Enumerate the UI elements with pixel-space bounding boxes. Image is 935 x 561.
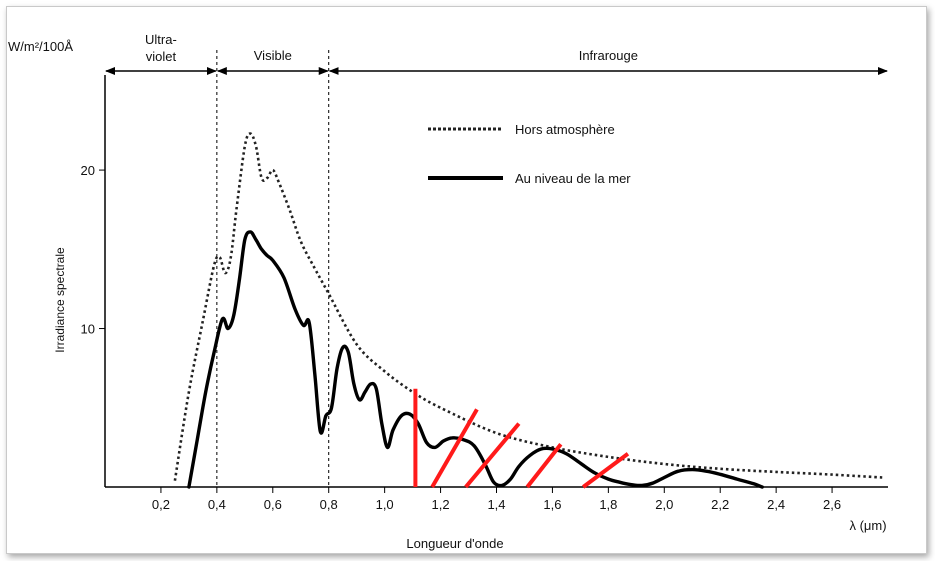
region-label-2-0: Infrarouge xyxy=(579,48,638,63)
x-tick-label-7: 1,6 xyxy=(543,497,561,512)
region-label-0-1: violet xyxy=(146,49,177,64)
x-tick-label-6: 1,4 xyxy=(487,497,505,512)
x-tick-label-3: 0,8 xyxy=(320,497,338,512)
red-stroke-3 xyxy=(525,442,563,489)
y-unit-label: W/m²/100Å xyxy=(8,39,73,54)
x-tick-label-9: 2,0 xyxy=(655,497,673,512)
x-tick-label-12: 2,6 xyxy=(823,497,841,512)
chart-frame xyxy=(6,6,927,554)
x-tick-label-8: 1,8 xyxy=(599,497,617,512)
legend-label-niveau-mer: Au niveau de la mer xyxy=(515,171,631,186)
x-tick-label-10: 2,2 xyxy=(711,497,729,512)
region-label-0-0: Ultra- xyxy=(145,32,177,47)
x-tick-label-4: 1,0 xyxy=(376,497,394,512)
x-tick-label-2: 0,6 xyxy=(264,497,282,512)
spectral-regions: Ultra-violet Visible Infrarouge xyxy=(105,32,888,487)
series-au-niveau-de-la-mer xyxy=(187,230,764,489)
y-tick-label-1: 20 xyxy=(81,163,95,178)
x-axis-label: Longueur d'onde xyxy=(406,536,503,551)
y-axis-label: Irradiance spectrale xyxy=(53,247,67,353)
legend: Hors atmosphère Au niveau de la mer xyxy=(428,122,631,186)
series xyxy=(173,132,883,489)
y-tick-label-0: 10 xyxy=(81,322,95,337)
x-tick-label-1: 0,4 xyxy=(208,497,226,512)
series-hors-atmosph-re xyxy=(173,132,883,481)
legend-label-hors-atmosphere: Hors atmosphère xyxy=(515,122,615,137)
red-stroke-1 xyxy=(430,408,479,488)
x-unit-label: λ (μm) xyxy=(849,518,886,533)
axes: 0,2 0,4 0,6 0,8 1,0 1,2 1,4 1,6 1,8 2,0 2,2 2,4 2,6 1… xyxy=(81,75,888,512)
x-tick-label-0: 0,2 xyxy=(152,497,170,512)
x-tick-label-11: 2,4 xyxy=(767,497,785,512)
red-stroke-2 xyxy=(464,422,521,489)
red-annotations xyxy=(413,388,630,489)
region-label-1-0: Visible xyxy=(254,48,292,63)
x-tick-label-5: 1,2 xyxy=(432,497,450,512)
red-stroke-4 xyxy=(581,452,630,489)
